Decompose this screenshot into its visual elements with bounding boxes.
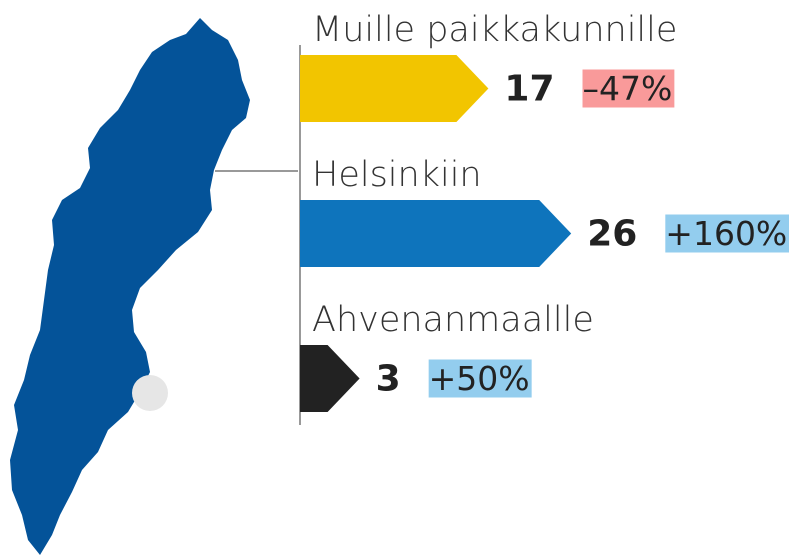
change-label: +50% xyxy=(429,359,530,398)
change-badge xyxy=(582,69,675,108)
value-label: 3 xyxy=(376,359,401,400)
change-label: +160% xyxy=(665,214,787,253)
location-dot xyxy=(132,375,168,411)
map xyxy=(10,18,301,555)
change-badge xyxy=(428,359,532,398)
value-label: 26 xyxy=(587,214,637,255)
bar xyxy=(300,345,360,412)
change-label: –47% xyxy=(583,69,673,108)
value-label: 17 xyxy=(504,69,554,110)
bar xyxy=(300,55,489,122)
category-label: Helsinkiin xyxy=(312,155,482,195)
sweden-map xyxy=(10,18,250,555)
category-label: Muille paikkakunnille xyxy=(312,10,677,50)
category-label: Ahvenanmaallle xyxy=(312,300,594,340)
change-badge xyxy=(665,214,789,253)
bar xyxy=(300,200,572,267)
